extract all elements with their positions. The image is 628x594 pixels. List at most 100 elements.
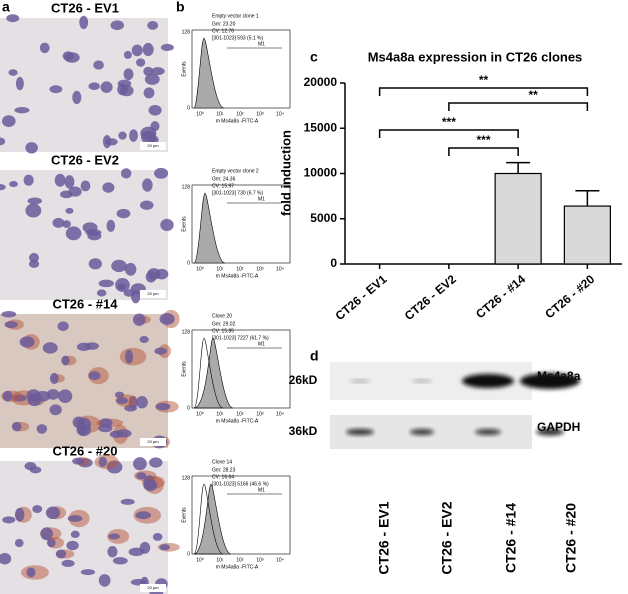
flow-x-label: m Ms4a8a -FITC-A xyxy=(216,118,259,124)
blot-band xyxy=(536,428,564,436)
cell-nucleus xyxy=(149,457,163,468)
lane-label: CT26 - #14 xyxy=(503,503,519,573)
flow-y-tick: 128 xyxy=(182,475,191,481)
cell-nucleus xyxy=(42,342,58,354)
cell-nucleus xyxy=(54,173,66,187)
control-curve xyxy=(193,483,224,555)
cell-nucleus xyxy=(120,498,135,505)
cell-nucleus xyxy=(47,538,56,548)
cell-nucleus xyxy=(143,87,155,99)
cell-nucleus xyxy=(32,505,43,514)
significance-label: *** xyxy=(476,133,490,147)
histogram-title: Clone 14 xyxy=(212,459,232,465)
flow-x-tick: 10⁴ xyxy=(276,411,284,417)
cell-nucleus xyxy=(88,258,102,270)
micrograph-label: CT26 - EV2 xyxy=(51,152,119,167)
cell-nucleus xyxy=(98,574,111,587)
cell-nucleus xyxy=(139,541,151,554)
cell-nucleus xyxy=(4,321,18,329)
cell-nucleus xyxy=(28,252,39,263)
significance-bracket xyxy=(378,129,519,138)
significance-bracket xyxy=(378,87,589,96)
scale-label: 20 µm xyxy=(147,291,159,296)
flow-x-tick: 10¹ xyxy=(216,266,224,272)
panel-label: a xyxy=(2,0,10,15)
cell-nucleus xyxy=(115,278,130,292)
cell-nucleus xyxy=(70,530,80,539)
cell-nucleus xyxy=(142,42,154,57)
cell-nucleus xyxy=(116,397,129,405)
micrograph xyxy=(0,170,168,300)
histogram-stat: Gm: 28.23 xyxy=(212,467,236,473)
cell-nucleus xyxy=(2,516,16,524)
cell-nucleus xyxy=(125,349,134,364)
flow-x-label: m Ms4a8a -FITC-A xyxy=(216,564,259,570)
cell-nucleus xyxy=(154,347,167,355)
error-bar xyxy=(506,161,531,174)
y-axis-label: fold induction xyxy=(278,130,293,216)
flow-y-tick: 128 xyxy=(182,184,191,190)
bar xyxy=(563,205,611,265)
micrograph-label: CT26 - EV1 xyxy=(51,0,119,15)
cell-nucleus xyxy=(140,126,157,141)
cell-nucleus xyxy=(118,131,127,140)
cell-nucleus xyxy=(64,175,75,189)
y-tick-label: 0 xyxy=(330,256,337,270)
cell-nucleus xyxy=(0,184,6,191)
cell-nucleus xyxy=(93,60,104,70)
cell-nucleus xyxy=(49,372,59,384)
cell-nucleus xyxy=(58,389,73,404)
flow-y-tick: 0 xyxy=(187,260,190,266)
cell-nucleus xyxy=(26,389,41,402)
cell-nucleus xyxy=(55,549,67,559)
sample-curve xyxy=(193,37,225,109)
cell-nucleus xyxy=(72,457,85,465)
flow-y-tick: 128 xyxy=(182,329,191,335)
cell-nucleus xyxy=(40,527,53,541)
cell-nucleus xyxy=(1,115,16,127)
cell-nucleus xyxy=(120,168,132,179)
cell-nucleus xyxy=(143,479,158,492)
blot-band xyxy=(462,374,514,388)
blot-band xyxy=(350,379,370,383)
x-tick-label: CT26 - EV2 xyxy=(402,272,459,323)
cell-nucleus xyxy=(61,355,70,366)
cell-nucleus xyxy=(78,424,88,436)
x-tick-label: CT26 - #14 xyxy=(473,272,528,322)
flow-y-label: Events xyxy=(181,61,187,77)
gate-label: M1 xyxy=(258,196,265,202)
cell-nucleus xyxy=(147,20,159,30)
flow-x-tick: 10¹ xyxy=(216,111,224,117)
cell-nucleus xyxy=(131,289,141,304)
flow-x-tick: 10² xyxy=(236,557,244,563)
flow-x-tick: 10⁴ xyxy=(276,266,284,272)
cell-nucleus xyxy=(23,174,34,186)
cell-nucleus xyxy=(49,85,63,94)
cell-nucleus xyxy=(151,67,165,76)
y-tick-label: 20000 xyxy=(304,75,338,89)
cell-nucleus xyxy=(65,226,82,241)
y-tick-label: 15000 xyxy=(304,120,338,134)
cell-nucleus xyxy=(15,76,24,91)
cell-nucleus xyxy=(152,532,163,541)
cell-nucleus xyxy=(116,208,131,219)
significance-bracket xyxy=(448,147,519,156)
x-tick-label: CT26 - #20 xyxy=(542,272,597,322)
cell-nucleus xyxy=(45,506,61,520)
cell-nucleus xyxy=(108,533,120,540)
flow-x-tick: 10¹ xyxy=(216,557,224,563)
cell-nucleus xyxy=(135,511,152,520)
flow-y-tick: 0 xyxy=(187,405,190,411)
lane-label: CT26 - EV1 xyxy=(376,501,392,574)
flow-x-tick: 10⁰ xyxy=(196,266,204,272)
cell-nucleus xyxy=(49,404,62,416)
flow-x-tick: 10⁰ xyxy=(196,557,204,563)
panel-label: d xyxy=(310,348,319,364)
histogram-stat: CV: 15.97 xyxy=(212,183,234,189)
cell-nucleus xyxy=(19,336,35,348)
cell-nucleus xyxy=(140,200,154,210)
bar xyxy=(494,172,542,265)
flow-x-tick: 10⁰ xyxy=(196,111,204,117)
histogram-frame xyxy=(191,184,291,264)
